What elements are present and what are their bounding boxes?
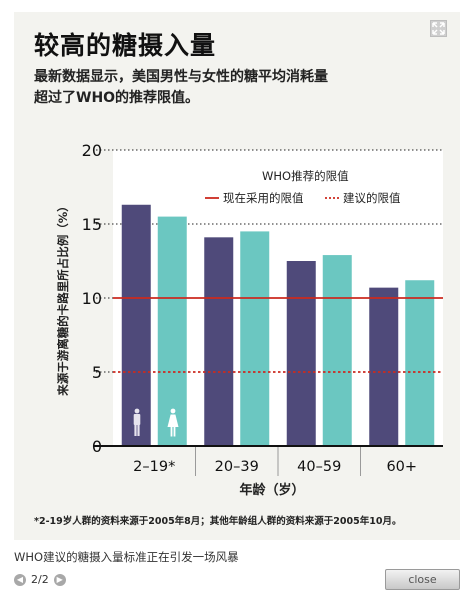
bar	[240, 231, 270, 446]
x-axis-label: 年龄（岁）	[239, 482, 304, 498]
chart-title: 较高的糖摄入量	[34, 31, 217, 60]
x-tick-label: 2–19*	[133, 459, 175, 475]
close-button[interactable]: close	[385, 569, 460, 590]
pager-label: 2/2	[31, 573, 49, 586]
chevron-left-icon[interactable]: ◀	[14, 573, 26, 586]
chevron-right-icon[interactable]: ▶	[53, 573, 66, 586]
y-axis-label: 来源于游离糖的卡路里所占比例（%）	[56, 200, 70, 397]
chart-subtitle-line-2: 超过了WHO的推荐限值。	[34, 90, 200, 106]
x-tick-label: 20–39	[215, 459, 259, 475]
female-icon	[167, 408, 179, 437]
bar	[322, 255, 352, 446]
legend-title: WHO推荐的限值	[262, 169, 349, 183]
legend: WHO推荐的限值 现在采用的限值 建议的限值	[205, 169, 401, 205]
male-icon	[133, 408, 141, 436]
y-tick-label: 20	[82, 141, 102, 160]
footnote: *2-19岁人群的资料来源于2005年8月；其他年龄组人群的资料来源于2005年…	[34, 516, 402, 527]
expand-icon[interactable]	[430, 20, 447, 37]
bar	[157, 216, 187, 446]
y-tick-label: 10	[82, 289, 102, 308]
pager: ◀ 2/2 ▶	[14, 573, 66, 586]
bar	[405, 280, 435, 446]
y-tick-label: 5	[92, 363, 102, 382]
chart-subtitle-line-1: 最新数据显示，美国男性与女性的糖平均消耗量	[34, 69, 328, 85]
y-tick-label: 15	[82, 215, 102, 234]
x-tick-label: 40–59	[297, 459, 341, 475]
legend-label-current: 现在采用的限值	[223, 191, 304, 205]
x-tick-label: 60+	[386, 459, 417, 475]
slide-caption: WHO建议的糖摄入量标准正在引发一场风暴	[14, 550, 239, 564]
bar	[286, 261, 316, 446]
legend-label-proposed: 建议的限值	[343, 191, 401, 205]
bar	[369, 287, 399, 446]
bar	[121, 204, 151, 446]
bar	[204, 237, 234, 446]
